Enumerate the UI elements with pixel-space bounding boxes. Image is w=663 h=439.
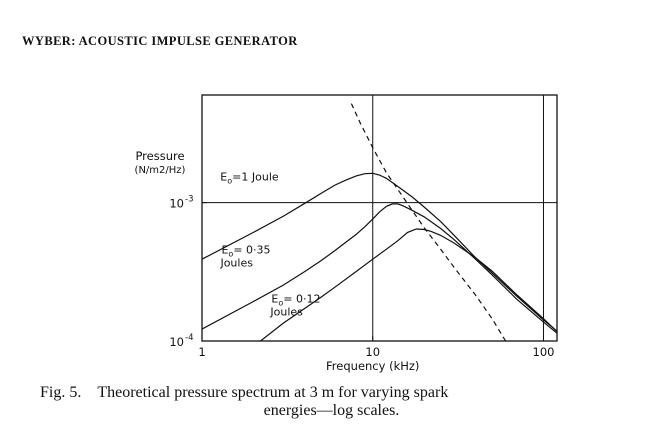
plot-frame — [201, 94, 558, 342]
y-axis-label: Pressure — [135, 149, 184, 163]
series-annotation-unit-2: Joules — [219, 256, 253, 269]
figure-number: Fig. 5. — [40, 384, 82, 401]
y-tick-label: 10 — [169, 335, 184, 349]
y-axis-label-units: (N/m2/Hz) — [135, 165, 186, 176]
series-line-2 — [202, 203, 557, 334]
series-annotation-unit-3: Joules — [269, 305, 303, 318]
caption-text-1: Theoretical pressure spectrum at 3 m for… — [97, 384, 449, 401]
caption-line-1: Fig. 5. Theoretical pressure spectrum at … — [40, 384, 448, 402]
caption-line-2: energies—log scales. — [263, 402, 400, 419]
series-line-4 — [350, 103, 507, 341]
series-line-1 — [202, 172, 557, 332]
x-tick-label: 10 — [365, 345, 380, 359]
x-axis-label: Frequency (kHz) — [326, 359, 419, 373]
series-annotation-2: Eo= 0·35 — [221, 243, 270, 258]
y-tick-exponent: -4 — [185, 333, 193, 343]
x-tick-label: 100 — [533, 345, 555, 359]
x-tick-label: 1 — [198, 345, 205, 359]
series-annotation-3: Eo= 0·12 — [271, 292, 320, 307]
running-header: WYBER: ACOUSTIC IMPULSE GENERATOR — [22, 34, 298, 48]
series-line-3 — [260, 228, 557, 341]
series-annotation-1: Eo=1 Joule — [220, 170, 279, 185]
y-tick-exponent: -3 — [185, 195, 193, 205]
y-tick-label: 10 — [169, 197, 184, 211]
